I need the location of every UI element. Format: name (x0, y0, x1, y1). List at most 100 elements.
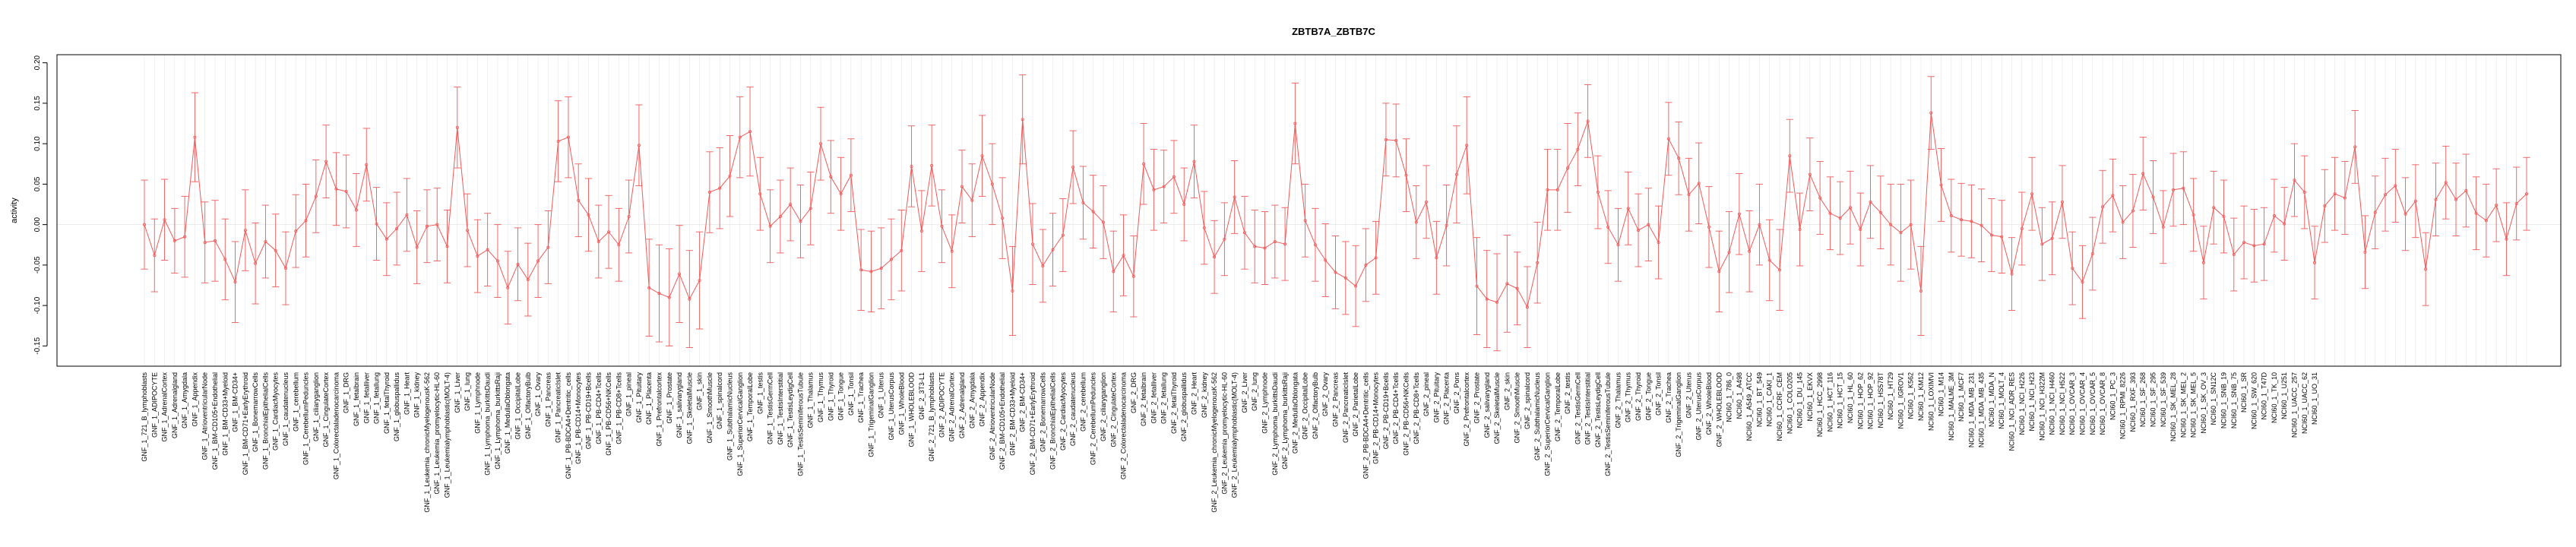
data-point (476, 255, 479, 258)
data-point (1364, 263, 1368, 267)
data-point (1152, 188, 1156, 191)
x-tick-label: GNF_1_fetalThyroid (383, 372, 391, 434)
data-point (1909, 223, 1913, 226)
x-tick-label: NCI60_1_SNB_75 (2230, 372, 2238, 428)
x-tick-label: GNF_2_PB-CD56+NKCells (1402, 372, 1410, 456)
data-point (1131, 274, 1135, 278)
x-tick-label: NCI60_1_LOXIMVI (1927, 372, 1935, 431)
data-point (193, 135, 197, 139)
data-point (1677, 157, 1681, 160)
x-tick-label: GNF_1_SmoothMuscle (706, 372, 714, 444)
x-tick-label: GNF_1_Ovary (534, 372, 542, 417)
data-point (1687, 193, 1691, 197)
x-tick-label: GNF_1_TestisGermCell (767, 372, 774, 444)
x-tick-label: NCI60_1_MOLT_4 (1998, 372, 2005, 429)
data-point (2444, 181, 2448, 185)
series-activity (141, 74, 2530, 352)
data-point (1435, 256, 1438, 260)
x-tick-label: GNF_2_OccipitalLobe (1302, 372, 1309, 440)
data-point (2424, 267, 2428, 271)
data-point (2050, 236, 2054, 240)
data-point (667, 296, 671, 299)
data-point (1798, 228, 1802, 232)
x-tick-label: GNF_1_PB-CD4+Tcells (595, 372, 603, 444)
x-tick-labels: GNF_1_721_B_lymphoblasts GNF_1_ADIPOCYTE G… (141, 372, 2318, 513)
x-tick-label: GNF_2_PB-CD14+Monocytes (1372, 372, 1380, 464)
data-point (1112, 270, 1116, 274)
data-point (1657, 241, 1660, 245)
x-tick-label: GNF_1_Leukemia_chronicMyelogenousK-562 (423, 372, 431, 513)
x-tick-label: NCI60_1_HCT_15 (1837, 372, 1844, 428)
data-point (1313, 243, 1317, 247)
data-point (2060, 200, 2064, 204)
data-point (940, 224, 944, 228)
x-tick-label: GNF_2_kidney (1201, 372, 1208, 419)
data-point (1051, 248, 1055, 251)
plot-frame (56, 54, 2562, 367)
data-point (526, 278, 530, 282)
x-tick-label: NCI60_1_SR (2240, 372, 2248, 413)
data-point (486, 248, 489, 251)
x-tick-label: GNF_1_fetalliver (362, 372, 370, 424)
x-tick-label: NCI60_1_HL_60 (1847, 372, 1854, 423)
data-point (2081, 280, 2084, 284)
data-point (1021, 118, 1024, 122)
x-tick-label: GNF_2_BonemarrowCells (1039, 372, 1046, 453)
x-tick-label: GNF_2_Prefrontalcortex (1463, 372, 1470, 447)
x-tick-label: GNF_1_testis (756, 372, 764, 415)
data-point (1334, 270, 1337, 274)
x-tick-label: GNF_1_UterusCorpus (888, 372, 895, 441)
x-tick-label: NCI60_1_HCC_2998 (1816, 372, 1824, 437)
x-tick-label: GNF_2_Appendix (979, 372, 986, 427)
data-point (587, 213, 590, 217)
data-point (243, 229, 247, 232)
data-point (566, 135, 570, 139)
x-tick-label: NCI60_1_OVCAR_8 (2099, 372, 2106, 435)
x-tick-label: NCI60_1_A498 (1736, 372, 1743, 419)
x-tick-label: GNF_2_spinalcord (1524, 372, 1531, 429)
data-point (678, 272, 682, 276)
data-point (1001, 217, 1005, 220)
data-point (698, 279, 701, 283)
x-tick-label: GNF_1_Uterus (878, 372, 885, 419)
data-point (1414, 220, 1418, 224)
data-point (1465, 144, 1469, 147)
y-tick-label: 0.20 (33, 55, 42, 70)
data-point (1555, 188, 1559, 191)
data-point (203, 241, 207, 245)
x-tick-label: GNF_1_Thymus (817, 372, 824, 423)
x-tick-label: GNF_2_UterusCorpus (1695, 372, 1703, 441)
data-point (930, 163, 934, 167)
data-point (1495, 300, 1499, 304)
data-point (2484, 219, 2488, 223)
data-point (1283, 242, 1287, 246)
x-tick-label: GNF_1_CingulateCortex (322, 372, 330, 447)
data-point (758, 192, 762, 196)
x-tick-label: GNF_1_Trachea (857, 372, 865, 423)
x-tick-label: GNF_1_ADIPOCYTE (150, 372, 158, 438)
data-point (1878, 210, 1882, 214)
data-point (1828, 211, 1832, 215)
x-tick-label: NCI60_1_NCI_H460 (2049, 372, 2056, 435)
data-point (789, 203, 793, 207)
data-point (2495, 204, 2498, 207)
data-point (2343, 196, 2347, 200)
x-tick-label: GNF_2_Pancreas (1332, 372, 1340, 428)
data-point (1525, 305, 1529, 309)
x-tick-label: NCI60_1_CAKI_1 (1766, 372, 1774, 427)
x-tick-label: GNF_2_Amygdala (968, 372, 976, 428)
x-tick-label: GNF_1_BM-CD33+Myeloid (221, 372, 229, 456)
x-tick-label: NCI60_1_SK_OV_3 (2200, 372, 2207, 434)
data-point (1273, 239, 1277, 243)
data-point (415, 245, 419, 249)
x-tick-label: GNF_2_WholeBlood (1705, 372, 1713, 435)
data-point (1202, 226, 1206, 229)
data-point (254, 261, 258, 265)
y-axis: -0.15 -0.10 -0.05 0.00 0.05 0.10 0.15 0.20 (33, 55, 48, 355)
x-tick-label: GNF_2_SkeletalMuscle (1493, 372, 1501, 444)
data-point (1445, 223, 1448, 227)
data-point (1666, 137, 1670, 141)
x-tick-label: NCI60_1_NCI_H522 (2059, 372, 2066, 435)
data-point (1596, 191, 1600, 194)
data-point (1647, 223, 1650, 226)
